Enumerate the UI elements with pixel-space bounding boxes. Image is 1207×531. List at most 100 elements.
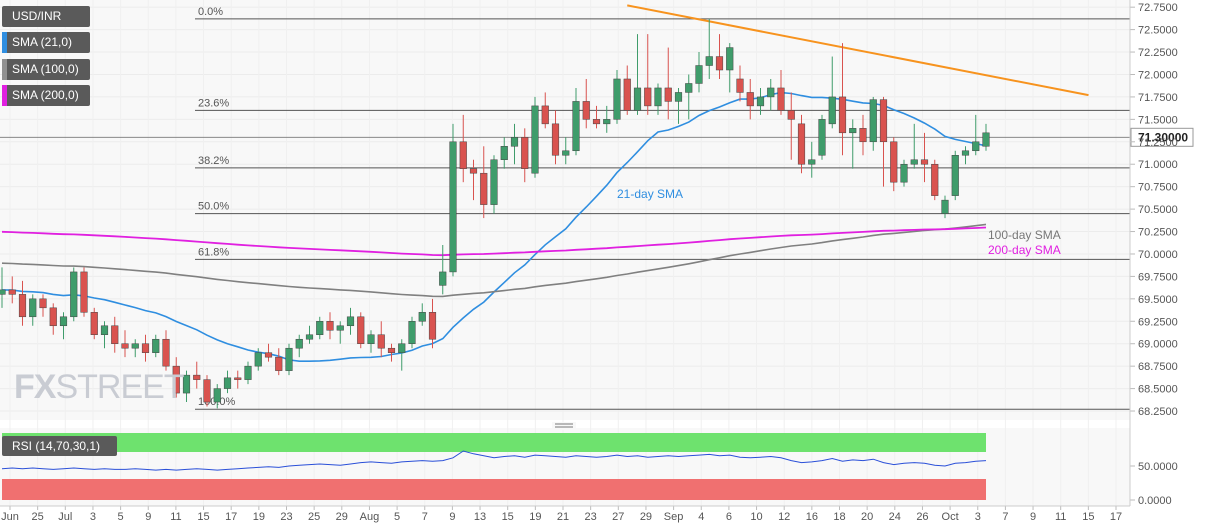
legend-symbol[interactable]: USD/INR [2, 6, 90, 27]
time-tick-label: 15 [197, 511, 209, 523]
candle-body [654, 87, 662, 107]
candle-body [746, 92, 754, 107]
rsi-zones [2, 433, 986, 500]
legend-symbol-label: USD/INR [12, 9, 62, 23]
candle-body [572, 101, 580, 152]
price-tick-label: 72.2500 [1138, 47, 1178, 59]
time-tick-label: 7 [422, 511, 428, 523]
rsi-overbought-zone [2, 433, 986, 452]
candle-body [100, 325, 109, 335]
time-tick-label: 9 [1030, 511, 1036, 523]
time-tick-label: 23 [280, 511, 292, 523]
time-tick-label: 29 [336, 511, 348, 523]
time-tick-label: 19 [529, 511, 541, 523]
rsi-tick-label: 0.0000 [1138, 495, 1172, 507]
candle-body [890, 141, 898, 183]
time-tick-label: Aug [360, 511, 380, 523]
candle-body [910, 159, 918, 165]
time-tick-label: 11 [1055, 511, 1066, 523]
candle-body [736, 78, 744, 93]
candle-body [603, 119, 611, 125]
time-tick-label: 11 [170, 511, 181, 523]
candle-body [674, 92, 683, 102]
legend-sma200[interactable]: SMA (200,0) [2, 85, 90, 106]
candle-body [961, 150, 970, 156]
time-tick-label: 23 [585, 511, 597, 523]
candle-body [39, 298, 47, 309]
panel-resize-handle[interactable] [552, 422, 576, 430]
price-tick-label: 71.7500 [1138, 92, 1178, 104]
time-tick-label: Oct [942, 511, 959, 523]
candle-body [951, 155, 959, 196]
price-tick-label: 72.7500 [1138, 2, 1178, 14]
sma21-annotation: 21-day SMA [617, 187, 683, 201]
candle-body [316, 321, 324, 335]
candle-body [510, 137, 519, 147]
time-tick-label: 18 [833, 511, 845, 523]
candle-body [244, 365, 252, 380]
candle-body [193, 374, 201, 380]
price-tick-label: 70.2500 [1138, 227, 1178, 239]
current-price-tag [1130, 127, 1194, 147]
candle-body [357, 316, 365, 344]
time-tick-label: 5 [394, 511, 400, 523]
candle-body [29, 298, 37, 318]
time-tick-label: 9 [449, 511, 455, 523]
candle-body [541, 105, 549, 125]
rsi-line-group [1, 450, 987, 471]
time-tick-label: 15 [502, 511, 514, 523]
time-tick-label: 10 [750, 511, 762, 523]
price-tick-label: 70.7500 [1138, 182, 1178, 194]
price-tick-label: 68.5000 [1138, 384, 1178, 396]
candle-body [141, 343, 150, 353]
candles [0, 18, 990, 409]
time-tick-label: 25 [32, 511, 44, 523]
candle-body [305, 334, 314, 340]
legend-sma21[interactable]: SMA (21,0) [2, 32, 90, 53]
price-tick-label: 70.5000 [1138, 204, 1178, 216]
legend-sma21-label: SMA (21,0) [12, 35, 73, 49]
fibonacci-levels: 0.0%23.6%38.2%50.0%61.8%100.0%71.30000 [0, 6, 1194, 410]
time-tick-label: 26 [916, 511, 928, 523]
time-tick-label: Jul [58, 511, 72, 523]
time-tick-label: 21 [557, 511, 569, 523]
sma100-annotation: 100-day SMA [988, 228, 1061, 242]
candle-body [500, 146, 508, 160]
rsi-legend[interactable]: RSI (14,70,30,1) [2, 436, 117, 456]
candle-body [592, 119, 601, 125]
candle-body [111, 325, 119, 344]
candle-body [756, 96, 765, 107]
time-tick-label: 19 [253, 511, 265, 523]
candle-body [695, 65, 703, 84]
price-tick-label: 72.5000 [1138, 25, 1178, 37]
price-tick-label: 71.2500 [1138, 137, 1178, 149]
candle-body [879, 99, 888, 143]
price-tick-label: 72.0000 [1138, 69, 1178, 81]
candle-body [131, 343, 139, 349]
time-tick-label: 7 [1002, 511, 1008, 523]
candle-body [685, 83, 693, 93]
candle-body [469, 168, 478, 174]
price-tick-label: 69.7500 [1138, 271, 1178, 283]
fxstreet-watermark: FXSTREET [14, 368, 185, 407]
price-tick-label: 69.0000 [1138, 339, 1178, 351]
candle-body [582, 101, 590, 120]
sma200-line [1, 226, 987, 257]
candle-body [623, 78, 631, 111]
candle-body [613, 78, 621, 120]
candle-body [336, 325, 344, 331]
candle-body [808, 159, 816, 165]
candle-body [387, 347, 396, 353]
candle-body [90, 312, 98, 335]
candle-body [449, 141, 457, 273]
watermark-fx: FX [14, 368, 56, 406]
rsi-oversold-zone [2, 479, 986, 500]
candle-body [439, 271, 447, 286]
candle-body [70, 271, 78, 318]
price-tick-label: 68.2500 [1138, 406, 1178, 418]
sma100-line [1, 223, 987, 298]
legend-sma100[interactable]: SMA (100,0) [2, 59, 90, 80]
sma100-swatch [2, 59, 7, 80]
